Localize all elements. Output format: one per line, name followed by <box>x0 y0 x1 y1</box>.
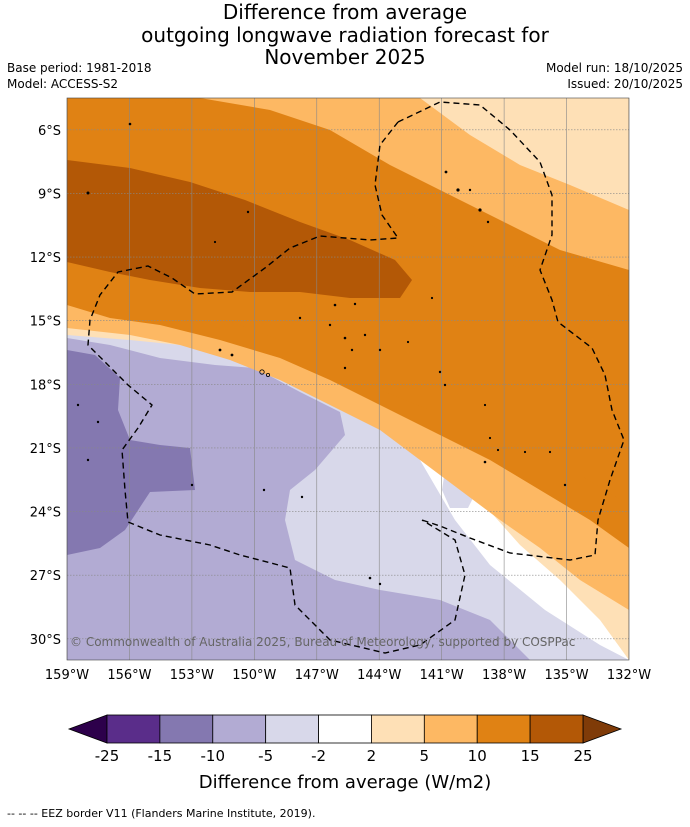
colorbar-tick-label: -2 <box>311 747 326 765</box>
run-info: Model run: 18/10/2025 Issued: 20/10/2025 <box>546 60 683 92</box>
model-run-label: Model run: 18/10/2025 <box>545 61 683 75</box>
x-tick-label: 150°W <box>232 668 276 683</box>
x-tick-label: 153°W <box>170 668 214 683</box>
y-tick-label: 15°S <box>30 315 61 330</box>
title-line-2: outgoing longwave radiation forecast for <box>141 22 549 47</box>
base-period-label: Base period: 1981-2018 <box>7 61 152 75</box>
colorbar-tick-label: -10 <box>201 747 226 765</box>
colorbar-swatch <box>423 714 478 744</box>
y-tick-label: 9°S <box>38 187 61 202</box>
x-tick-label: 135°W <box>544 668 588 683</box>
colorbar-swatch <box>212 714 267 744</box>
colorbar-tick-label: 5 <box>420 747 430 765</box>
colorbar-tick-label: 25 <box>573 747 592 765</box>
y-tick-label: 18°S <box>30 378 61 393</box>
y-tick-label: 27°S <box>30 569 61 584</box>
map-frame <box>66 97 630 661</box>
copyright-label: © Commonwealth of Australia 2025, Bureau… <box>70 635 575 649</box>
strong-negative-band <box>67 350 195 555</box>
mid-negative-band <box>67 338 530 660</box>
x-tick-label: 147°W <box>295 668 339 683</box>
colorbar-swatch <box>529 714 584 744</box>
colorbar-swatch <box>318 714 372 744</box>
colorbar-swatch <box>371 714 425 744</box>
colorbar-tick-label: 15 <box>521 747 540 765</box>
x-tick-label: 144°W <box>357 668 401 683</box>
colorbar: -25 -15 -10 -5 -2 2 5 10 15 25 <box>67 714 623 765</box>
colorbar-tick-label: -25 <box>95 747 120 765</box>
model-info: Base period: 1981-2018 Model: ACCESS-S2 <box>7 60 152 92</box>
y-tick-label: 21°S <box>30 442 61 457</box>
x-tick-label: 156°W <box>107 668 151 683</box>
x-tick-label: 132°W <box>607 668 651 683</box>
y-tick-label: 6°S <box>38 124 61 139</box>
chart-title: Difference from average outgoing longwav… <box>0 1 690 69</box>
colorbar-over-arrow <box>582 714 623 744</box>
colorbar-tick-label: 2 <box>367 747 377 765</box>
x-tick-label: 159°W <box>45 668 89 683</box>
y-tick-label: 12°S <box>30 251 61 266</box>
colorbar-swatch <box>476 714 531 744</box>
map-area: © Commonwealth of Australia 2025, Bureau… <box>67 98 629 660</box>
y-tick-label: 24°S <box>30 506 61 521</box>
colorbar-swatch <box>106 714 161 744</box>
x-tick-label: 138°W <box>482 668 526 683</box>
x-axis: 159°W 156°W 153°W 150°W 147°W 144°W 141°W 138°W… <box>45 668 651 683</box>
issued-label: Issued: 20/10/2025 <box>567 77 683 91</box>
gridlines <box>67 98 629 660</box>
colorbar-tick-label: -15 <box>148 747 173 765</box>
colorbar-tick-label: -5 <box>258 747 273 765</box>
colorbar-title: Difference from average (W/m2) <box>199 772 491 793</box>
colorbar-swatch <box>265 714 319 744</box>
title-line-1: Difference from average <box>222 0 468 24</box>
x-tick-label: 141°W <box>420 668 464 683</box>
eez-border-tuamotu <box>87 121 466 654</box>
colorbar-under-arrow <box>67 714 108 744</box>
eez-legend-note: -- -- -- EEZ border V11 (Flanders Marine… <box>7 807 316 820</box>
model-label: Model: ACCESS-S2 <box>7 77 119 91</box>
colorbar-swatch <box>159 714 214 744</box>
colorbar-tick-label: 10 <box>468 747 487 765</box>
eez-border-marquesas <box>397 101 625 561</box>
y-axis: 6°S 9°S 12°S 15°S 18°S 21°S 24°S 27°S 30°S <box>30 124 61 648</box>
y-tick-label: 30°S <box>30 633 61 648</box>
max-positive-band <box>67 160 412 298</box>
title-line-3: November 2025 <box>264 45 426 69</box>
islands <box>76 122 567 586</box>
